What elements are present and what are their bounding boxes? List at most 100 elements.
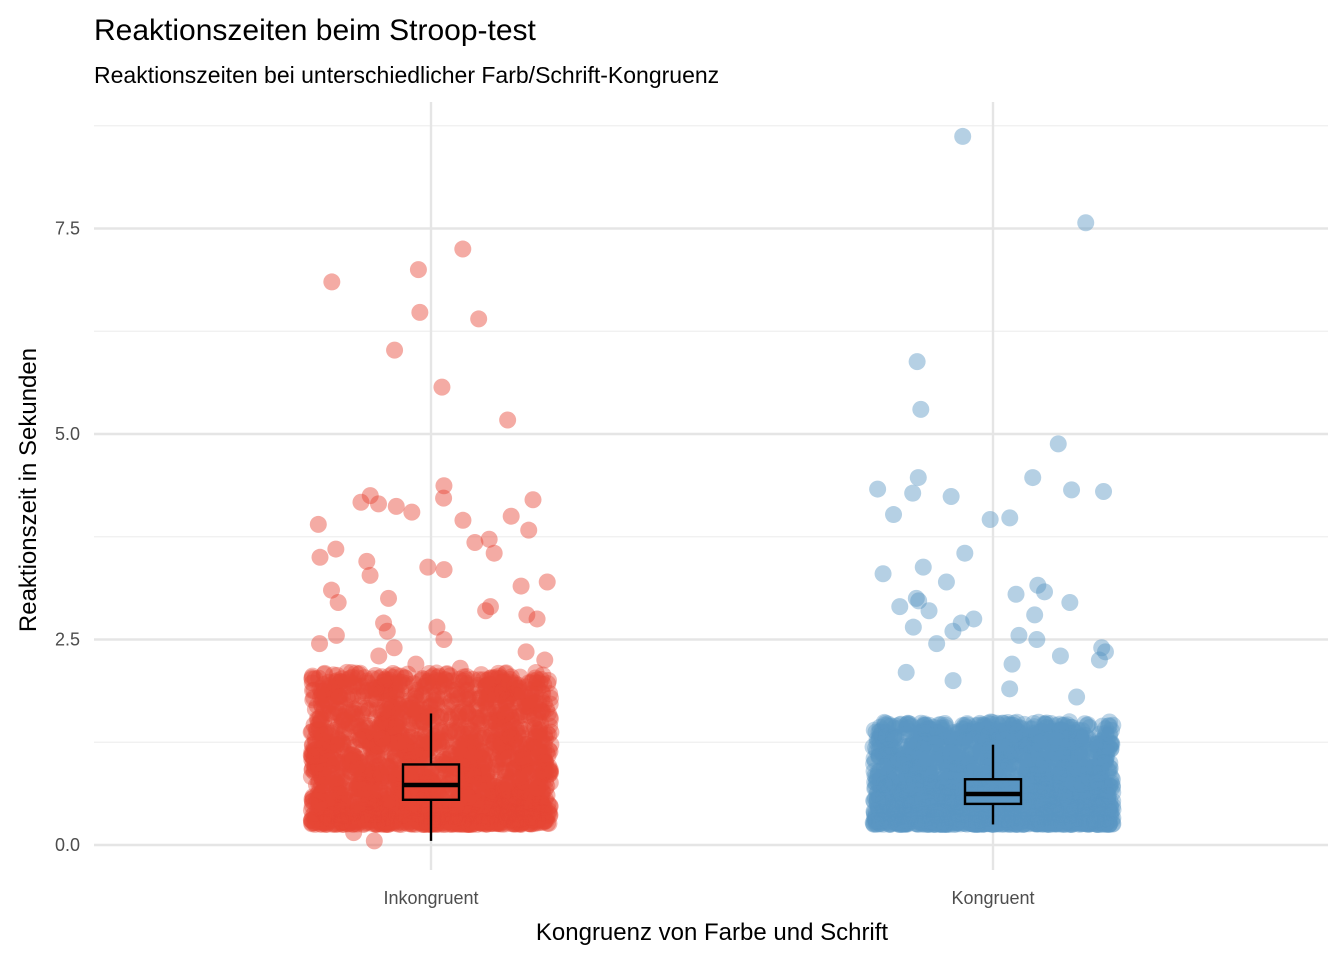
data-point <box>443 686 461 704</box>
data-point <box>308 749 326 767</box>
data-point <box>500 762 518 780</box>
outlier-point <box>914 558 932 576</box>
data-point <box>512 775 530 793</box>
data-point <box>315 675 333 693</box>
data-point <box>469 676 487 694</box>
data-point <box>485 777 503 795</box>
data-point <box>506 679 524 697</box>
data-point <box>508 750 526 768</box>
data-point <box>454 812 472 830</box>
data-point <box>458 733 476 751</box>
data-point <box>458 774 476 792</box>
data-point <box>376 815 394 833</box>
data-point <box>421 769 439 787</box>
data-point <box>381 667 399 685</box>
data-point <box>414 704 432 722</box>
data-point <box>473 749 491 767</box>
data-point <box>416 726 434 744</box>
outlier-point <box>1026 606 1044 624</box>
data-point <box>432 788 450 806</box>
data-point <box>419 676 437 694</box>
data-point <box>396 669 414 687</box>
data-point <box>384 779 402 797</box>
data-point <box>499 715 517 733</box>
outlier-point <box>385 639 403 657</box>
data-point <box>316 734 334 752</box>
data-point <box>361 736 379 754</box>
data-point <box>329 688 347 706</box>
data-point <box>494 811 512 829</box>
data-point <box>408 806 426 824</box>
data-point <box>379 815 397 833</box>
data-point <box>368 812 386 830</box>
data-point <box>437 671 455 689</box>
data-point <box>506 801 524 819</box>
data-point <box>495 800 513 818</box>
data-point <box>399 700 417 718</box>
data-point <box>308 813 326 831</box>
data-point <box>352 721 370 739</box>
data-point <box>502 708 520 726</box>
data-point <box>936 777 954 795</box>
outlier-point <box>1007 585 1025 603</box>
data-point <box>474 767 492 785</box>
data-point <box>461 804 479 822</box>
data-point <box>327 775 345 793</box>
outlier-point <box>309 515 327 533</box>
data-point <box>479 807 497 825</box>
data-point <box>515 751 533 769</box>
data-point <box>449 811 467 829</box>
data-point <box>913 814 931 832</box>
data-point <box>537 811 555 829</box>
data-point <box>525 730 543 748</box>
data-point <box>517 758 535 776</box>
data-point <box>449 809 467 827</box>
outlier-point <box>380 589 398 607</box>
data-point <box>413 748 431 766</box>
outlier-point <box>499 411 517 429</box>
data-point <box>502 810 520 828</box>
data-point <box>408 693 426 711</box>
data-point <box>473 763 491 781</box>
data-point <box>332 798 350 816</box>
data-point <box>475 796 493 814</box>
data-point <box>462 804 480 822</box>
data-point <box>374 806 392 824</box>
data-point <box>494 811 512 829</box>
data-point <box>340 807 358 825</box>
data-point <box>306 745 324 763</box>
data-point <box>462 721 480 739</box>
data-point <box>364 743 382 761</box>
data-point <box>350 729 368 747</box>
data-point <box>457 813 475 831</box>
data-point <box>374 804 392 822</box>
data-point <box>383 674 401 692</box>
data-point <box>310 809 328 827</box>
data-point <box>519 697 537 715</box>
data-point <box>479 813 497 831</box>
data-point <box>369 753 387 771</box>
data-point <box>407 684 425 702</box>
data-point <box>497 782 515 800</box>
data-point <box>514 806 532 824</box>
data-point <box>303 792 321 810</box>
data-point <box>523 795 541 813</box>
data-point <box>498 709 516 727</box>
data-point <box>356 716 374 734</box>
data-point <box>323 815 341 833</box>
data-point <box>504 764 522 782</box>
data-point <box>511 718 529 736</box>
data-point <box>327 815 345 833</box>
data-point <box>491 808 509 826</box>
outlier-point <box>1063 481 1081 499</box>
data-point <box>481 773 499 791</box>
data-point <box>535 743 553 761</box>
data-point <box>433 811 451 829</box>
data-point <box>314 691 332 709</box>
data-point <box>501 734 519 752</box>
outlier-point <box>435 631 453 648</box>
data-point <box>341 702 359 720</box>
data-point <box>1080 744 1098 762</box>
data-point <box>518 784 536 802</box>
data-point <box>317 720 335 738</box>
